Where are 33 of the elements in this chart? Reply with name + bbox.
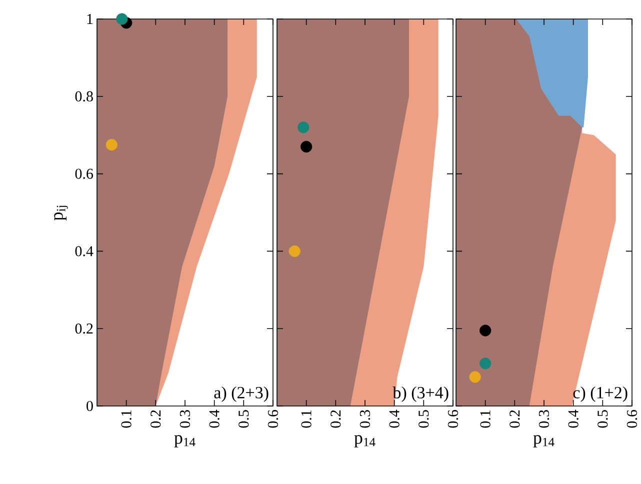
x-tick-label: 0.4	[389, 410, 400, 428]
y-tick-label: 0.8	[75, 91, 93, 102]
y-tick-label: 0.6	[75, 168, 94, 179]
x-tick-label: 0.2	[510, 410, 520, 428]
point	[106, 138, 118, 151]
annotation: b) (3+4)	[392, 386, 448, 402]
x-tick-label: 0.1	[121, 410, 132, 428]
x-tick-label: 0.4	[568, 410, 578, 428]
x-tick-label: 0.1	[301, 410, 312, 428]
x-axis-title: p$_{14}$	[174, 435, 196, 448]
x-axis-title: p$_{14}$	[354, 435, 376, 448]
x-tick-label: 0.6	[448, 410, 458, 428]
annotation: c) (1+2)	[573, 386, 628, 402]
x-tick-label: 0.2	[150, 410, 161, 428]
y-tick-label: 0.4	[75, 246, 94, 256]
x-tick-label: 0.5	[238, 410, 249, 428]
x-tick-label: 0.3	[538, 410, 550, 428]
annotation: a) (2+3)	[214, 386, 268, 402]
x-tick-label: 0.3	[180, 410, 190, 428]
y-tick-label: 0	[86, 400, 93, 412]
x-tick-label: 0.3	[360, 410, 370, 428]
x-tick-label: 0.5	[598, 410, 608, 428]
x-tick-label: 0.4	[209, 410, 220, 428]
x-tick-label: 0.2	[330, 410, 341, 428]
x-tick-label: 0.6	[626, 410, 638, 428]
x-axis-title: p$_{14}$	[533, 435, 554, 448]
y-tick-label: 0.2	[75, 324, 93, 334]
point	[116, 13, 128, 25]
x-tick-label: 0.1	[480, 410, 490, 428]
y-tick-label: 1	[87, 14, 93, 24]
x-tick-label: 0.5	[418, 410, 429, 428]
y-axis-title: p$_{ij}$	[54, 206, 68, 220]
x-tick-label: 0.6	[268, 410, 278, 428]
